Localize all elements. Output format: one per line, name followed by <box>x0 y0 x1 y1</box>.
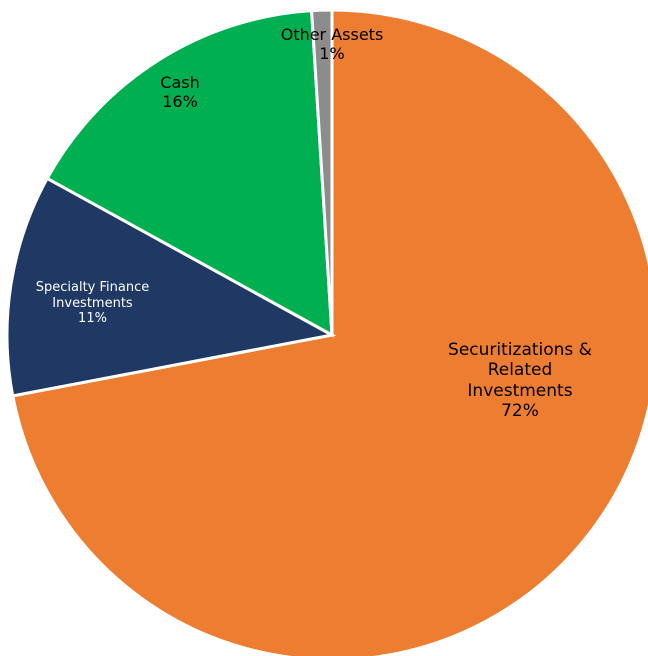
label-other-assets: Other Assets 1% <box>262 25 402 63</box>
label-cash-line-1: Cash <box>160 73 200 92</box>
label-specialty-finance-line-2: Investments <box>52 295 133 311</box>
label-specialty-finance-line-1: Specialty Finance <box>35 280 150 295</box>
label-specialty-finance-value: 11% <box>78 311 107 327</box>
slice-cash <box>45 9 334 338</box>
label-cash: Cash 16% <box>130 73 230 111</box>
label-securitizations: Securitizations & Related Investments 72… <box>420 340 620 422</box>
label-other-assets-line-1: Other Assets <box>280 25 384 44</box>
label-cash-value: 16% <box>162 92 198 112</box>
label-securitizations-line-2: Related <box>487 360 553 381</box>
label-securitizations-line-1: Securitizations & <box>448 340 592 360</box>
slice-specialty-finance-investments <box>5 176 337 398</box>
label-specialty-finance: Specialty Finance Investments 11% <box>10 280 175 327</box>
label-other-assets-value: 1% <box>319 44 345 64</box>
slice-securitizations-related-investments <box>10 8 648 656</box>
slice-other-assets <box>310 8 334 336</box>
label-securitizations-line-3: Investments <box>467 380 573 401</box>
label-securitizations-value: 72% <box>501 401 539 422</box>
